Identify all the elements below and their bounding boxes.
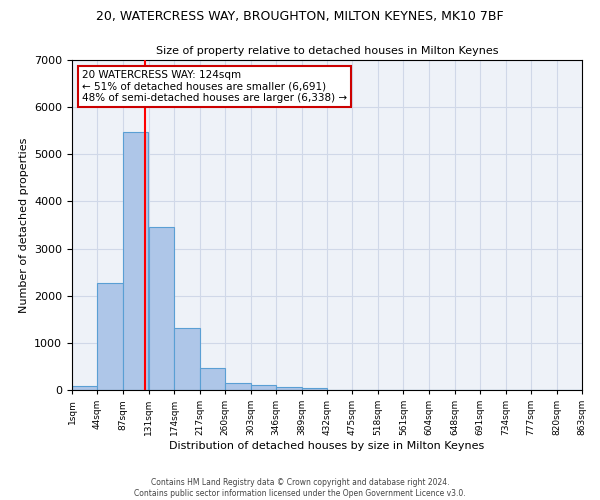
Bar <box>200 368 225 390</box>
Text: 20 WATERCRESS WAY: 124sqm
← 51% of detached houses are smaller (6,691)
48% of se: 20 WATERCRESS WAY: 124sqm ← 51% of detac… <box>82 70 347 103</box>
Bar <box>302 388 327 390</box>
Bar <box>97 283 123 390</box>
Bar <box>276 387 302 390</box>
Bar <box>175 328 200 390</box>
Bar <box>251 386 276 390</box>
Y-axis label: Number of detached properties: Number of detached properties <box>19 138 29 312</box>
Bar <box>123 132 148 390</box>
Bar <box>72 386 97 390</box>
Bar <box>225 382 251 390</box>
Text: 20, WATERCRESS WAY, BROUGHTON, MILTON KEYNES, MK10 7BF: 20, WATERCRESS WAY, BROUGHTON, MILTON KE… <box>96 10 504 23</box>
Bar <box>149 228 175 390</box>
Title: Size of property relative to detached houses in Milton Keynes: Size of property relative to detached ho… <box>156 46 498 56</box>
X-axis label: Distribution of detached houses by size in Milton Keynes: Distribution of detached houses by size … <box>169 441 485 451</box>
Text: Contains HM Land Registry data © Crown copyright and database right 2024.
Contai: Contains HM Land Registry data © Crown c… <box>134 478 466 498</box>
